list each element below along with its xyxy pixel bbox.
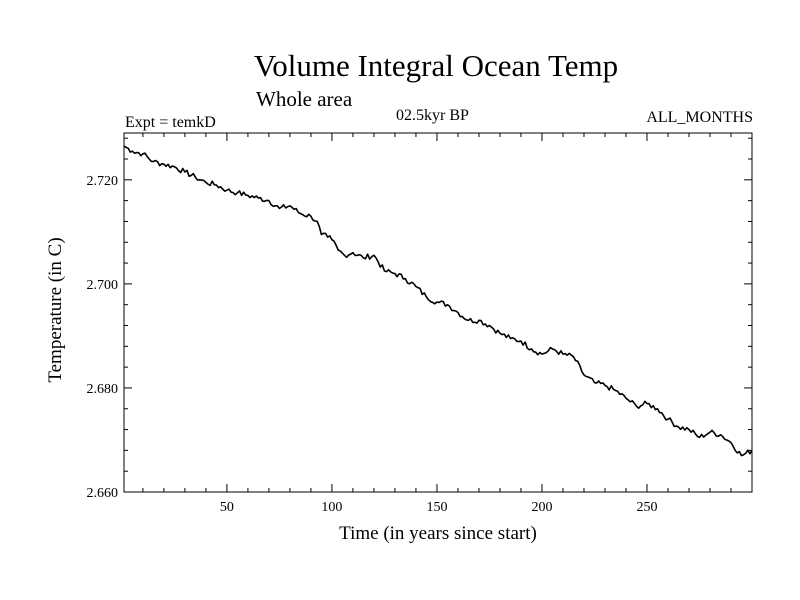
period-label: 02.5kyr BP — [396, 107, 469, 124]
chart-title: Volume Integral Ocean Temp — [253, 48, 619, 83]
plot-frame — [123, 132, 753, 493]
axis-tick-labels: 50 100 150 200 250 2.660 2.680 2.700 2.720 — [87, 174, 658, 515]
y-tick-label: 2.720 — [87, 174, 119, 189]
y-tick-label: 2.680 — [87, 382, 119, 397]
chart-subtitle: Whole area — [256, 87, 353, 111]
months-label: ALL_MONTHS — [646, 109, 753, 126]
x-tick-label: 150 — [426, 500, 447, 515]
x-axis-label: Time (in years since start) — [339, 523, 537, 544]
x-tick-label: 50 — [220, 500, 234, 515]
experiment-label: Expt = temkD — [125, 114, 216, 131]
temperature-series-line — [123, 145, 753, 457]
x-tick-label: 250 — [636, 500, 657, 515]
x-tick-label: 200 — [531, 500, 552, 515]
y-tick-label: 2.700 — [87, 278, 119, 293]
y-tick-label: 2.660 — [87, 486, 119, 501]
x-tick-label: 100 — [321, 500, 342, 515]
axis-ticks — [124, 133, 752, 493]
